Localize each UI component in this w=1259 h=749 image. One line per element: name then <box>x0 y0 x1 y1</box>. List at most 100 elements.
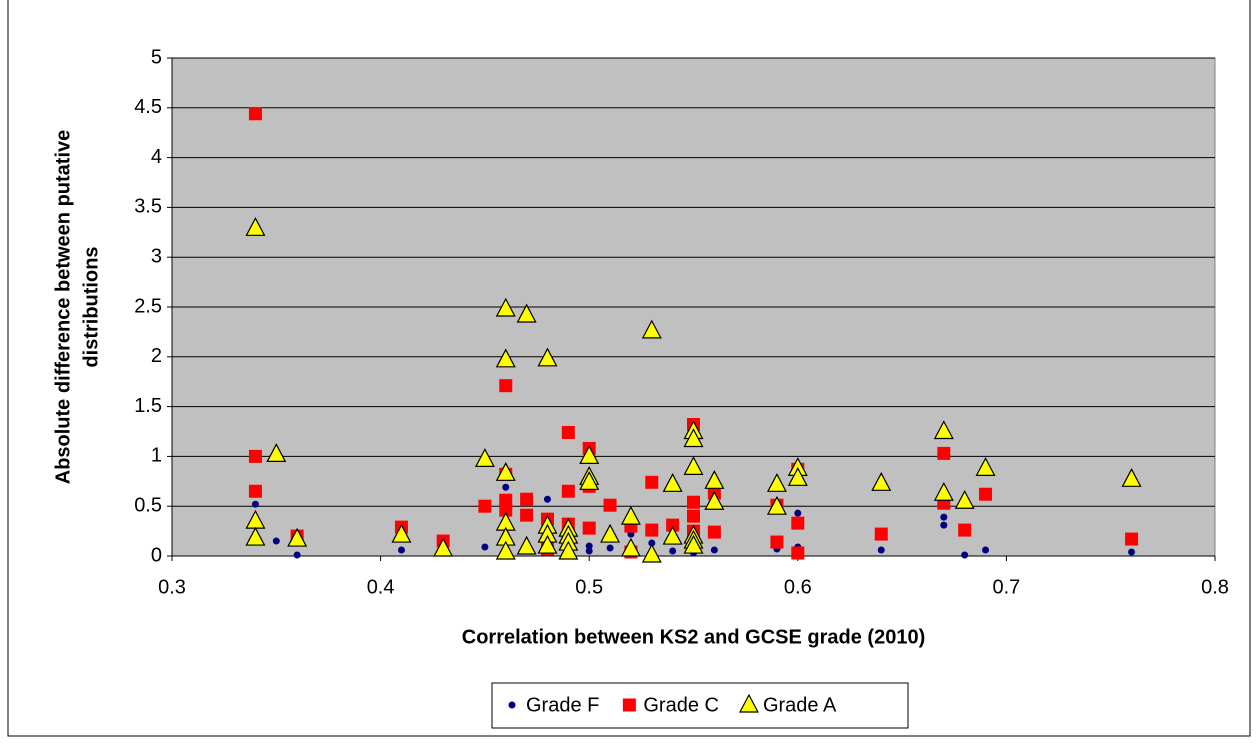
point <box>687 509 700 523</box>
point <box>871 472 892 491</box>
point <box>979 487 993 501</box>
point <box>666 518 680 532</box>
x-tick-label: 0.4 <box>367 576 395 598</box>
point <box>669 547 677 555</box>
point <box>683 534 704 554</box>
legend-marker <box>508 701 516 709</box>
point <box>1121 468 1142 487</box>
point <box>561 484 575 498</box>
point <box>245 217 266 236</box>
y-tick-label: 2.5 <box>134 295 162 317</box>
point <box>648 539 656 547</box>
point <box>874 527 888 541</box>
point <box>248 107 262 121</box>
legend-box <box>491 682 909 729</box>
point <box>391 523 412 543</box>
y-axis-title: distributions <box>80 246 102 367</box>
x-tick-label: 0.8 <box>1201 576 1229 598</box>
point <box>662 525 683 545</box>
point <box>600 523 621 543</box>
point <box>516 535 537 555</box>
point <box>558 540 579 560</box>
point <box>495 348 516 368</box>
point <box>520 492 534 506</box>
point <box>579 471 600 490</box>
point <box>516 303 537 323</box>
point <box>495 540 516 560</box>
point <box>954 489 975 509</box>
y-tick-label: 0.5 <box>134 494 162 516</box>
point <box>937 446 951 460</box>
point <box>710 546 718 554</box>
y-tick-label: 5 <box>151 46 162 68</box>
y-tick-label: 4 <box>151 146 162 168</box>
point <box>933 481 954 501</box>
point <box>245 526 266 546</box>
point <box>561 425 575 439</box>
point <box>248 484 262 498</box>
point <box>641 319 662 339</box>
point <box>961 551 969 559</box>
legend-label: Grade F <box>526 694 599 716</box>
x-tick-label: 0.6 <box>784 576 812 598</box>
point <box>495 297 516 317</box>
point <box>704 490 725 510</box>
point <box>975 457 996 476</box>
point <box>603 498 617 512</box>
point <box>478 499 492 513</box>
x-tick-label: 0.5 <box>575 576 603 598</box>
point <box>1128 548 1136 556</box>
point <box>502 483 510 491</box>
point <box>933 420 954 440</box>
y-tick-label: 0 <box>151 544 162 566</box>
point <box>582 521 596 535</box>
y-tick-label: 4.5 <box>134 96 162 118</box>
y-tick-label: 3 <box>151 245 162 267</box>
point <box>585 547 593 555</box>
x-tick-label: 0.7 <box>992 576 1020 598</box>
point <box>770 535 784 549</box>
point <box>397 546 405 554</box>
point <box>683 456 704 475</box>
point <box>1125 532 1139 546</box>
point <box>579 445 600 464</box>
point <box>794 509 802 517</box>
point <box>606 544 614 552</box>
point <box>662 473 683 492</box>
point <box>683 428 704 448</box>
point <box>585 542 593 550</box>
point <box>620 505 641 525</box>
point <box>766 473 787 492</box>
point <box>272 537 280 545</box>
point <box>474 448 495 467</box>
x-axis-title: Correlation between KS2 and GCSE grade (… <box>462 626 925 648</box>
point <box>707 525 721 539</box>
point <box>499 503 513 517</box>
point <box>266 443 287 463</box>
y-tick-label: 2 <box>151 345 162 367</box>
point <box>620 537 641 557</box>
point <box>704 470 725 489</box>
y-axis-title: Absolute difference between putative <box>52 130 74 485</box>
point <box>687 495 700 509</box>
point <box>293 551 301 559</box>
legend-label: Grade C <box>643 694 719 716</box>
legend-marker <box>622 698 636 712</box>
point <box>791 546 805 560</box>
point <box>877 546 885 554</box>
point <box>645 523 659 537</box>
point <box>641 543 662 563</box>
point <box>520 508 534 522</box>
y-tick-label: 1.5 <box>134 395 162 417</box>
point <box>499 379 513 393</box>
point <box>958 523 972 537</box>
point <box>481 543 489 551</box>
point <box>940 521 948 529</box>
point <box>982 546 990 554</box>
point <box>287 527 308 547</box>
point <box>537 347 558 367</box>
point <box>791 516 805 530</box>
point <box>495 462 516 481</box>
